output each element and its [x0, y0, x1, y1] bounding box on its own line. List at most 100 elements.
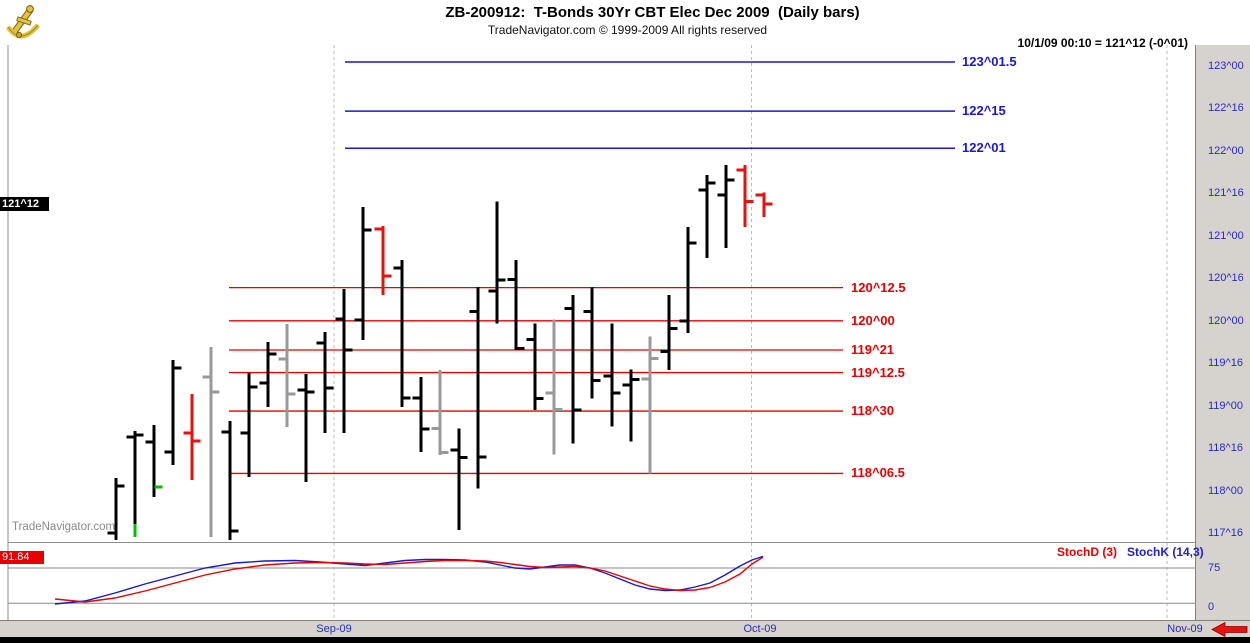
close-tick: [516, 346, 525, 350]
open-tick: [316, 341, 325, 345]
open-tick: [278, 357, 287, 361]
ohlc-bar: [686, 226, 690, 334]
scroll-left-arrow-icon[interactable]: [1208, 620, 1250, 639]
ohlc-bar: [171, 360, 175, 466]
open-tick: [622, 383, 631, 387]
month-label: Oct-09: [743, 623, 777, 635]
close-tick: [116, 484, 125, 488]
open-tick: [431, 426, 440, 430]
month-label: Sep-09: [316, 623, 352, 635]
open-tick: [564, 306, 573, 310]
open-tick: [526, 337, 535, 341]
close-tick: [764, 202, 773, 206]
price-axis-label: 120^16: [1208, 272, 1244, 285]
ohlc-bar: [285, 324, 289, 428]
resistance-level-label: 123^01.5: [962, 54, 1017, 70]
watermark-text: TradeNavigator.com: [12, 521, 116, 533]
resistance-level-label: 122^01: [962, 140, 1006, 156]
open-tick: [164, 450, 173, 454]
ohlc-bar: [514, 260, 518, 351]
close-tick: [478, 455, 487, 459]
support-level-label: 118^06.5: [851, 465, 905, 481]
close-tick: [421, 427, 430, 431]
open-tick: [374, 227, 383, 231]
close-tick: [612, 391, 621, 395]
open-tick: [679, 319, 688, 323]
open-tick: [603, 374, 612, 378]
ohlc-bar: [533, 323, 537, 411]
close-tick: [650, 356, 659, 360]
ohlc-bar: [114, 478, 118, 541]
green-low-accent: [133, 523, 137, 538]
close-tick: [707, 181, 716, 185]
open-tick: [755, 193, 764, 197]
stochk-curve: [54, 555, 764, 605]
close-tick: [688, 241, 697, 245]
close-tick: [325, 386, 334, 390]
close-tick: [173, 366, 182, 370]
price-axis-label: 122^16: [1208, 102, 1244, 115]
open-tick: [107, 531, 116, 535]
open-tick: [412, 396, 421, 400]
close-tick: [230, 529, 239, 533]
ohlc-bar: [438, 370, 442, 456]
ohlc-bar: [629, 369, 633, 442]
ohlc-bar: [419, 377, 423, 453]
price-axis-label: 122^00: [1208, 144, 1244, 157]
ohlc-bar: [762, 192, 766, 217]
month-label: Nov-09: [1167, 623, 1203, 635]
price-axis-label: 118^16: [1208, 442, 1243, 455]
close-tick: [344, 348, 353, 352]
open-tick: [259, 381, 268, 385]
price-axis-label: 119^00: [1208, 399, 1243, 412]
close-tick: [726, 178, 735, 182]
open-tick: [488, 289, 497, 293]
close-tick: [363, 228, 372, 232]
ohlc-bar: [743, 165, 747, 228]
chart-title: ZB-200912: T-Bonds 30Yr CBT Elec Dec 200…: [445, 4, 860, 21]
close-tick: [535, 396, 544, 400]
close-tick: [192, 439, 201, 443]
last-quote-readout: 10/1/09 00:10 = 121^12 (-0^01): [1017, 36, 1188, 50]
support-level-label: 119^12.5: [851, 364, 905, 380]
stoch-axis-label: 75: [1208, 562, 1221, 574]
stochd-legend-label[interactable]: StochD (3): [1057, 545, 1117, 559]
price-axis-gutter[interactable]: [1195, 45, 1250, 637]
stoch-value-box: 91.84: [0, 550, 44, 564]
open-tick: [583, 310, 592, 314]
ohlc-bar: [133, 431, 137, 538]
close-tick: [287, 392, 296, 396]
open-tick: [297, 388, 306, 392]
ohlc-bar: [476, 286, 480, 489]
close-tick: [745, 199, 754, 203]
price-axis-label: 121^16: [1208, 187, 1244, 200]
ohlc-bar: [247, 373, 251, 478]
ohlc-bar: [152, 425, 156, 498]
open-tick: [660, 350, 669, 354]
close-tick: [440, 451, 449, 455]
close-tick: [268, 352, 277, 356]
open-tick: [450, 448, 459, 452]
close-tick: [306, 390, 315, 394]
open-tick: [507, 277, 516, 281]
open-tick: [126, 435, 135, 439]
stoch-axis-label: 0: [1208, 601, 1215, 613]
ohlc-bar: [610, 323, 614, 427]
app-logo-sextant-icon: [5, 5, 40, 39]
open-tick: [717, 193, 726, 197]
open-tick: [736, 168, 745, 172]
price-axis-label: 118^00: [1208, 484, 1243, 497]
close-tick: [211, 390, 220, 394]
support-level-label: 120^12.5: [851, 279, 906, 295]
ohlc-bar: [342, 289, 346, 434]
close-tick: [383, 274, 392, 278]
price-axis-label: 121^00: [1208, 229, 1244, 242]
chart-subtitle: TradeNavigator.com © 1999-2009 All right…: [487, 23, 768, 37]
close-tick: [497, 278, 506, 282]
time-axis-strip[interactable]: [0, 620, 1250, 637]
stochk-legend-label[interactable]: StochK (14,3): [1127, 545, 1204, 559]
ohlc-bar: [648, 336, 652, 474]
last-price-box: 121^12: [0, 197, 49, 212]
price-axis-label: 123^00: [1208, 60, 1244, 72]
